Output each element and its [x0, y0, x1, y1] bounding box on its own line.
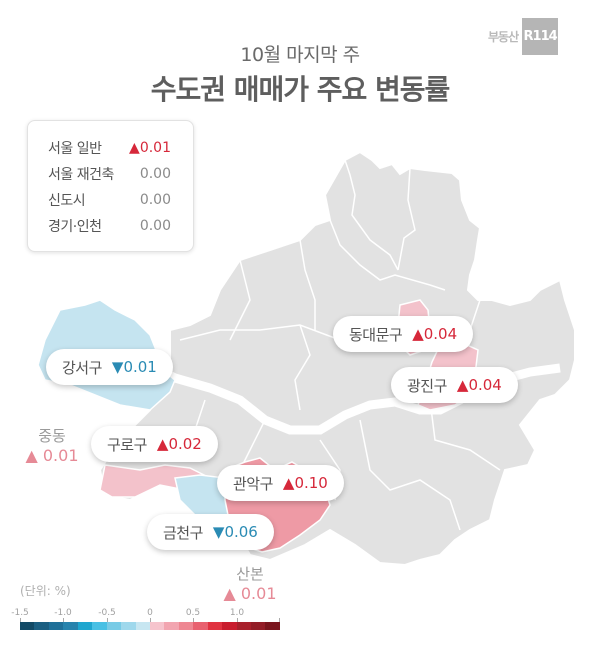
area-name: 중동	[38, 427, 66, 445]
district-value: ▲0.04	[412, 325, 458, 343]
district-name: 광진구	[407, 376, 447, 395]
scale-ticks	[20, 618, 280, 623]
scale-swatch	[251, 622, 266, 630]
callout-gwangjin: 광진구 ▲0.04	[391, 367, 518, 403]
callout-dongdaemun: 동대문구 ▲0.04	[333, 316, 474, 352]
district-value: ▲0.04	[456, 376, 502, 394]
summary-row-new-towns: 신도시 0.00	[28, 187, 193, 213]
district-name: 금천구	[163, 523, 203, 542]
tick-label: -0.5	[98, 608, 116, 618]
unit-label: (단위: %)	[20, 584, 71, 598]
summary-row-gyeonggi-incheon: 경기·인천 0.00	[28, 213, 193, 239]
callout-geumcheon: 금천구 ▼0.06	[147, 514, 274, 550]
scale-swatch	[77, 622, 93, 630]
logo-box: R114	[522, 18, 559, 55]
area-name: 산본	[236, 565, 264, 583]
scale-tick-labels: -1.5 -1.0 -0.5 0 0.5 1.0	[11, 608, 280, 620]
tick-label: 0	[147, 608, 153, 618]
district-value: ▲0.10	[282, 474, 328, 492]
subtitle: 10월 마지막 주	[240, 44, 360, 66]
summary-label: 서울 일반	[48, 141, 102, 157]
summary-label: 서울 재건축	[48, 167, 114, 183]
scale-swatch	[135, 622, 150, 630]
scale-swatch	[178, 622, 194, 630]
district-value: ▲0.02	[156, 435, 202, 453]
brand-logo: 부동산 R114	[488, 18, 559, 55]
summary-value: 0.00	[139, 166, 171, 182]
scale-swatch	[222, 622, 237, 630]
scale-swatch	[207, 622, 223, 630]
scale-swatch	[20, 622, 35, 630]
scale-swatch	[48, 622, 64, 630]
summary-value: 0.00	[139, 218, 171, 234]
summary-value: 0.00	[139, 192, 171, 208]
summary-box: 서울 일반 ▲0.01 서울 재건축 0.00 신도시 0.00 경기·인천 0…	[27, 120, 194, 252]
tick-label: -1.0	[54, 608, 72, 618]
district-value: ▼0.01	[111, 358, 157, 376]
district-name: 동대문구	[349, 325, 403, 344]
scale-swatch	[92, 622, 107, 630]
callout-gangseo: 강서구 ▼0.01	[46, 349, 173, 385]
callout-guro: 구로구 ▲0.02	[91, 426, 218, 462]
district-name: 구로구	[107, 435, 147, 454]
label-jungdong: 중동 ▲ 0.01	[22, 425, 82, 465]
scale-swatch	[265, 622, 280, 630]
logo-text: 부동산	[488, 30, 519, 44]
area-value: ▲ 0.01	[25, 446, 79, 465]
scale-swatch	[164, 622, 179, 630]
scale-swatch	[149, 622, 165, 630]
summary-label: 경기·인천	[48, 219, 102, 235]
scale-swatch	[63, 622, 78, 630]
tick-label: 1.0	[229, 608, 245, 618]
scale-swatch	[236, 622, 251, 630]
summary-row-seoul-reconstruction: 서울 재건축 0.00	[28, 161, 193, 187]
summary-row-seoul-general: 서울 일반 ▲0.01	[28, 135, 193, 161]
scale-swatch	[34, 622, 49, 630]
tick-label: -1.5	[11, 608, 29, 618]
callout-gwanak: 관악구 ▲0.10	[217, 465, 344, 501]
area-value: ▲ 0.01	[223, 584, 277, 603]
scale-swatch	[106, 622, 122, 630]
district-name: 강서구	[62, 358, 102, 377]
district-name: 관악구	[233, 474, 273, 493]
scale-swatch	[121, 622, 136, 630]
summary-value: ▲0.01	[129, 140, 171, 156]
district-value: ▼0.06	[212, 523, 258, 541]
color-scale-bar	[20, 622, 280, 630]
tick-label: 0.5	[185, 608, 201, 618]
label-sanbon: 산본 ▲ 0.01	[215, 563, 285, 603]
page-title: 수도권 매매가 주요 변동률	[150, 73, 451, 106]
summary-label: 신도시	[48, 193, 86, 209]
scale-swatch	[193, 622, 208, 630]
